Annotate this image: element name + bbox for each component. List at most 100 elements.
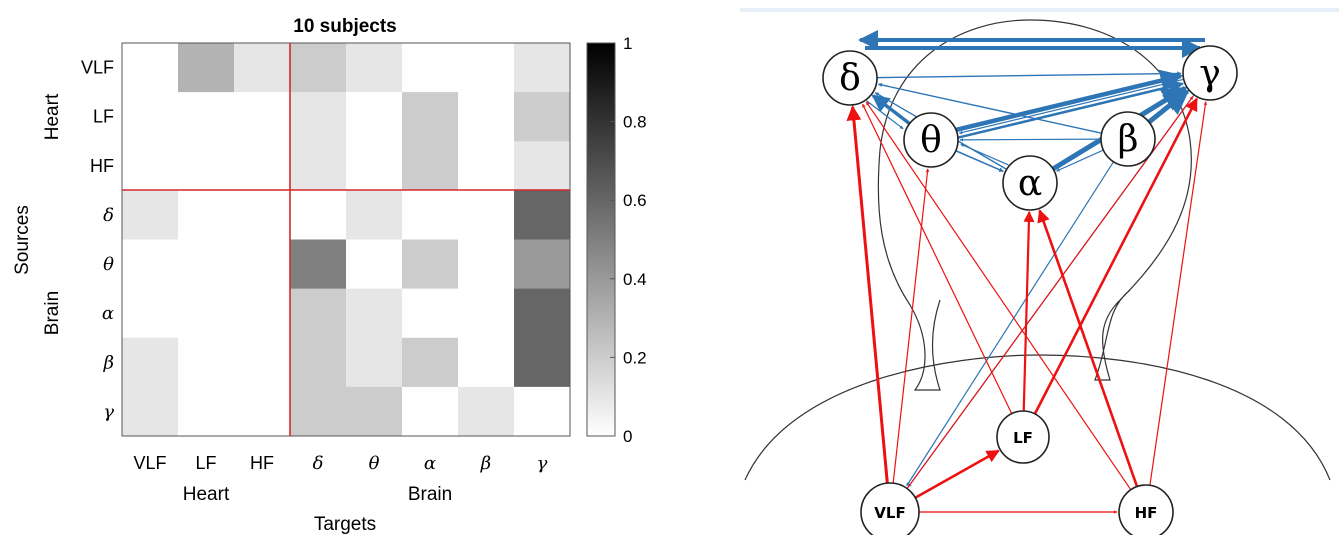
- connection-arrow: [960, 143, 1009, 166]
- y-group-brain: Brain: [42, 291, 63, 335]
- x-tick-label: VLF: [133, 453, 166, 473]
- connection-arrow: [957, 80, 1184, 139]
- heatmap-cell: [178, 141, 235, 191]
- network-panel: δ θ α β γ LF VLF HF: [700, 0, 1339, 540]
- heatmap-cell: [402, 288, 459, 339]
- connection-arrow: [958, 78, 1184, 135]
- heatmap-cell: [346, 386, 403, 437]
- vlf-node: VLF: [860, 482, 920, 540]
- heatmap-cell: [234, 43, 291, 93]
- heatmap-cell: [178, 337, 235, 388]
- chart-title: 10 subjects: [293, 16, 397, 37]
- network-diagram: δ θ α β γ LF VLF HF: [740, 8, 1339, 540]
- heatmap-cell: [346, 239, 403, 290]
- node-circle: [1002, 155, 1058, 211]
- connection-arrow: [892, 168, 930, 484]
- heatmap-cell: [290, 288, 347, 339]
- heatmap-cell: [458, 288, 515, 339]
- heatmap-cell: [290, 386, 347, 437]
- theta-node: θ: [903, 112, 959, 168]
- connection-arrow: [876, 71, 1182, 79]
- heatmap-cell: [458, 190, 515, 240]
- heatmap-cell: [290, 43, 347, 93]
- y-tick-label: VLF: [81, 58, 114, 78]
- node-label: HF: [1135, 504, 1158, 522]
- heatmap-cell: [458, 386, 515, 437]
- node-label: LF: [1013, 429, 1033, 447]
- heatmap-cell: [234, 337, 291, 388]
- connection-arrow: [1149, 101, 1208, 486]
- heatmap-cell: [514, 337, 571, 388]
- heatmap-cell: [514, 141, 571, 191]
- network-nodes: δ θ α β γ LF VLF HF: [822, 45, 1238, 540]
- y-group-heart: Heart: [42, 93, 63, 140]
- heatmap-panel: 10 subjects VLF LF HF δ θ α β γ VLF LF HF δ θ α β γ He…: [12, 16, 647, 535]
- heatmap-cell: [178, 239, 235, 290]
- y-tick-label: HF: [90, 156, 114, 176]
- connection-arrow: [914, 449, 1000, 499]
- heatmap-cell: [402, 337, 459, 388]
- heatmap-cell: [290, 141, 347, 191]
- connection-arrow: [1022, 210, 1035, 412]
- connection-arrow: [1056, 149, 1104, 172]
- heatmap-cell: [514, 92, 571, 142]
- heatmap-cell: [458, 141, 515, 191]
- connection-arrow: [959, 138, 1102, 142]
- connection-arrow: [955, 150, 1004, 173]
- heatmap-cell: [234, 288, 291, 339]
- network-edges: [846, 30, 1208, 514]
- heatmap-cell: [402, 43, 459, 93]
- heatmap-cell: [122, 190, 179, 240]
- heatmap-cell: [290, 92, 347, 142]
- heatmap-cell: [458, 239, 515, 290]
- heatmap-cell: [346, 337, 403, 388]
- heatmap-cell: [514, 43, 571, 93]
- colorbar-tick-label: 0.8: [623, 113, 647, 132]
- x-tick-label: θ: [369, 453, 380, 474]
- heatmap-cell: [514, 239, 571, 290]
- heatmap-cell: [178, 43, 235, 93]
- heatmap-cell: [458, 337, 515, 388]
- heatmap-cell: [346, 288, 403, 339]
- heatmap-cell: [122, 92, 179, 142]
- x-tick-label: HF: [250, 453, 274, 473]
- colorbar: [586, 42, 616, 437]
- connection-arrow: [1033, 97, 1198, 415]
- connection-arrow: [862, 103, 1013, 414]
- colorbar-ticks: 0 0.2 0.4 0.6 0.8 1: [610, 34, 647, 446]
- node-label: δ: [839, 58, 861, 99]
- head-outline: [877, 19, 1192, 391]
- connection-arrow: [1150, 89, 1190, 122]
- heatmap-cell: [514, 190, 571, 240]
- x-axis-label: Targets: [314, 514, 376, 535]
- heatmap-cell: [122, 43, 179, 93]
- heatmap-cell: [234, 386, 291, 437]
- heatmap-cell: [178, 386, 235, 437]
- heatmap-cell: [122, 141, 179, 191]
- node-label: θ: [920, 120, 942, 161]
- heatmap-cell: [234, 239, 291, 290]
- connection-arrow: [866, 100, 904, 130]
- delta-node: δ: [822, 50, 878, 106]
- heatmap-cell: [402, 386, 459, 437]
- node-label: VLF: [874, 504, 905, 522]
- heatmap-cell: [346, 92, 403, 142]
- shoulders-outline: [744, 354, 1331, 481]
- heatmap-cell: [290, 337, 347, 388]
- beta-node: β: [1100, 111, 1156, 167]
- connection-arrow: [846, 105, 889, 484]
- heatmap-cell: [234, 92, 291, 142]
- heatmap-cell: [122, 239, 179, 290]
- heatmap-cell: [346, 43, 403, 93]
- heatmap-cell: [122, 337, 179, 388]
- heatmap-cell: [402, 92, 459, 142]
- heatmap-cell: [178, 288, 235, 339]
- heatmap-cell: [290, 239, 347, 290]
- connection-arrow: [955, 69, 1184, 132]
- heatmap-cell: [178, 190, 235, 240]
- lf-node: LF: [996, 410, 1050, 464]
- connection-arrow: [865, 101, 1132, 491]
- node-circle: [860, 482, 920, 540]
- colorbar-tick-label: 1: [623, 34, 632, 53]
- x-tick-label: LF: [195, 453, 216, 473]
